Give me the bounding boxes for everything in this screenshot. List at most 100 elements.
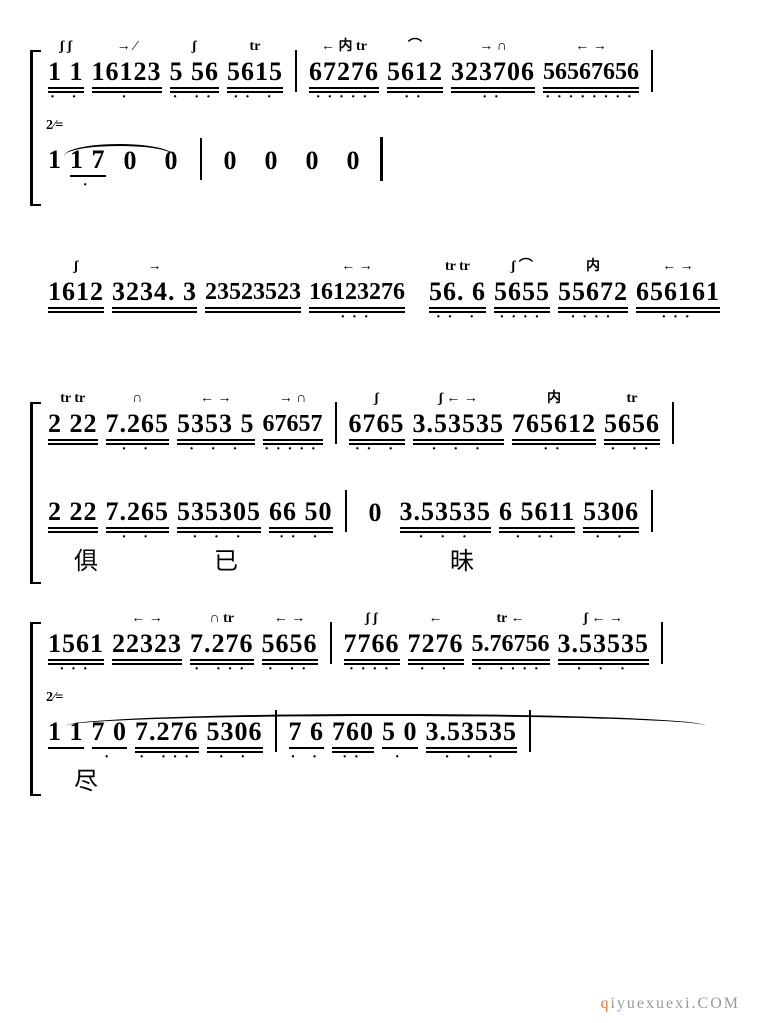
note-group: 6 5611· ·· — [499, 480, 575, 542]
octave-dots: ·· · — [354, 446, 399, 454]
rest: 0 — [265, 146, 278, 176]
notes: 1 — [48, 146, 62, 174]
rest: 0 — [306, 146, 319, 176]
beam-lines — [332, 746, 374, 754]
octave-dots: · ···· — [476, 666, 544, 674]
notes: 7766 — [344, 630, 400, 658]
note-group: 7.276· ··· — [135, 700, 199, 762]
notes: 5353 5 — [177, 410, 255, 438]
ornament: ʃ ʃ — [366, 612, 378, 630]
note-group: ʃ ← →3.53535 · · · — [558, 612, 650, 674]
staff: 2 227.265· ·535305· · ·66 50·· ·03.53535… — [44, 480, 730, 542]
rest: 0 — [369, 498, 382, 528]
watermark-rest: iyuexuexi.COM — [610, 995, 740, 1012]
note-group: 7 0 · — [92, 700, 128, 762]
note-group: 5306· · — [207, 700, 263, 762]
beam-lines — [289, 746, 325, 754]
beam-lines — [48, 526, 98, 534]
lyric: 已 — [214, 541, 238, 576]
octave-dots: · ·· — [515, 534, 560, 542]
note-group: ← →16123276 ··· — [309, 260, 405, 322]
beam-lines — [472, 658, 550, 666]
staff: 1561 ···← →22323∩ tr7.276· ···← →5656· ·… — [44, 612, 730, 674]
note-group: ʃ ⌒5655 ···· — [494, 260, 550, 322]
octave-dots: ·· — [481, 94, 504, 102]
barline — [335, 402, 337, 444]
notes: 1 1 — [48, 58, 84, 86]
beam-lines — [408, 658, 464, 666]
note-group: ← →5353 5· · · — [177, 392, 255, 454]
octave-dots: · · — [121, 446, 154, 454]
beam-lines — [227, 86, 283, 94]
staff: 2⁄=11 7 ·000000 — [44, 128, 730, 190]
beam-lines — [106, 438, 170, 446]
notes: 3234. 3 — [112, 278, 197, 306]
ornament: → ∩ — [279, 392, 307, 410]
ornament: 内 — [586, 260, 600, 278]
ornament: → ∩ — [479, 40, 507, 58]
octave-dots: · ·· — [610, 446, 655, 454]
octave-dots: · · — [49, 94, 82, 102]
watermark: qiyuexuexi.COM — [600, 995, 740, 1013]
notes: 67657 — [263, 410, 323, 438]
watermark-q: q — [600, 995, 610, 1012]
octave-dots: · — [394, 754, 406, 762]
note-group: 66 50·· · — [269, 480, 333, 542]
staff: 2⁄=1 17 0·7.276· ···5306· ·7 6· ·760··5 … — [44, 700, 730, 762]
note-group: 23523523 — [205, 260, 301, 322]
ornament: ʃ — [74, 260, 78, 278]
octave-dots: · · — [218, 754, 251, 762]
beam-lines — [48, 438, 98, 446]
note-group: 2⁄=1 — [48, 128, 62, 190]
beam-lines — [349, 438, 405, 446]
octave-dots: ···· — [570, 314, 617, 322]
beam-lines — [426, 746, 518, 754]
notes: 3.53535 — [558, 630, 650, 658]
notes: 7 0 — [92, 718, 128, 746]
rest: 0 — [347, 146, 360, 176]
octave-dots: · ·· — [172, 94, 217, 102]
ornament: ʃ ← → — [439, 392, 478, 410]
beam-lines — [512, 438, 596, 446]
octave-dots: ·· — [341, 754, 364, 762]
notes: 5655 — [494, 278, 550, 306]
beam-lines — [558, 306, 628, 314]
octave-dots: · — [103, 754, 115, 762]
system: ʃ1612→3234. 323523523← →16123276 ···tr t… — [30, 260, 730, 322]
ornament: ∩ tr — [210, 612, 234, 630]
octave-dots: · ··· — [138, 754, 195, 762]
ornament: ʃ — [374, 392, 378, 410]
notes: 5 56 — [170, 58, 220, 86]
octave-dots: ·· — [542, 446, 565, 454]
note-group: ʃ ʃ1 1· · — [48, 40, 84, 102]
note-group: 内55672···· — [558, 260, 628, 322]
beam-lines — [309, 86, 379, 94]
notes: 1 7 — [70, 146, 106, 174]
beam-lines — [269, 526, 333, 534]
octave-dots: · — [121, 94, 133, 102]
notes: 5.76756 — [472, 630, 550, 658]
ornament: ʃ ⌒ — [511, 260, 533, 278]
beam-lines — [177, 438, 255, 446]
note-group: ʃ ʃ7766···· — [344, 612, 400, 674]
beam-lines — [262, 658, 318, 666]
barline — [345, 490, 347, 532]
octave-dots: ·· · — [233, 94, 278, 102]
beam-lines — [207, 746, 263, 754]
barline — [380, 137, 383, 181]
note-group: ∩ tr7.276· ··· — [190, 612, 254, 674]
system-bracket — [30, 402, 41, 584]
notes: 765612 — [512, 410, 596, 438]
ornament: ∩ — [132, 392, 142, 410]
octave-dots: · · — [594, 534, 627, 542]
octave-dots: · ·· — [267, 666, 312, 674]
note-group: ⌒5612·· — [387, 40, 443, 102]
beam-lines — [263, 438, 323, 446]
octave-dots: ···· — [499, 314, 546, 322]
note-group: 760·· — [332, 700, 374, 762]
lyric: 尽 — [74, 761, 98, 796]
octave-dots: ··· — [661, 314, 696, 322]
system: tr tr2 22∩7.265· ·← →5353 5· · ·→ ∩67657… — [30, 392, 730, 542]
ornament: tr tr — [445, 260, 470, 278]
note-group: 内765612·· — [512, 392, 596, 454]
